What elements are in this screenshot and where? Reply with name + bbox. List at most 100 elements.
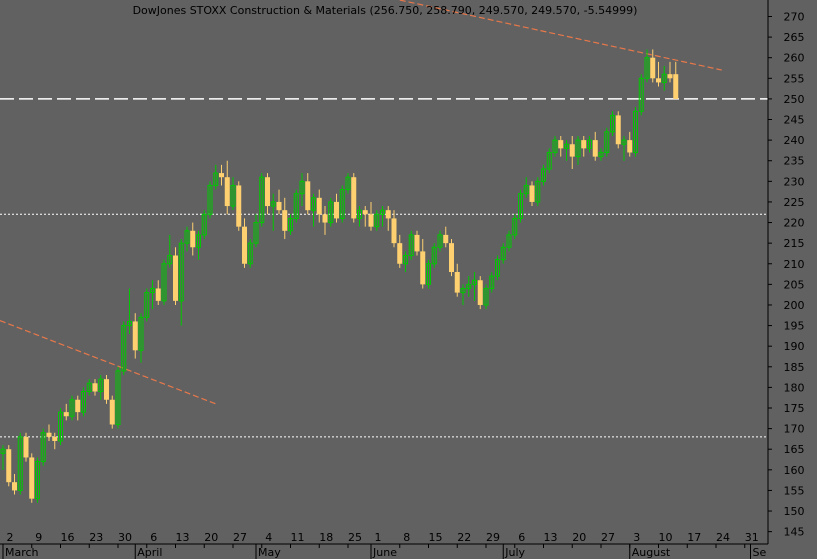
candle-body (201, 213, 207, 236)
candle-body (357, 209, 362, 219)
candle-body (454, 272, 460, 293)
candle-body (63, 412, 69, 417)
candle-69 (397, 234, 403, 268)
candle-25 (144, 288, 150, 322)
candle-body (259, 176, 265, 224)
candle-10 (58, 408, 63, 446)
candle-body (282, 210, 288, 231)
candle-body (86, 382, 92, 393)
candle-55 (316, 189, 322, 223)
x-tick-label: 11 (291, 531, 305, 544)
candle-body (569, 144, 575, 157)
candle-body (477, 280, 483, 305)
candle-7 (40, 428, 46, 466)
candle-body (615, 115, 621, 145)
y-tick-label: 165 (784, 443, 805, 456)
candle-33 (190, 222, 196, 256)
candle-body (265, 177, 270, 207)
candle-body (173, 255, 178, 301)
candle-77 (443, 226, 449, 248)
candle-body (58, 411, 63, 442)
x-tick-label: 29 (486, 531, 500, 544)
candle-9 (52, 432, 58, 450)
candle-104 (598, 148, 604, 161)
candle-79 (454, 263, 460, 297)
candle-2 (12, 473, 17, 495)
candle-12 (69, 395, 75, 421)
y-tick-label: 255 (784, 72, 805, 85)
y-tick-label: 200 (784, 299, 805, 312)
candle-105 (604, 127, 610, 157)
candle-63 (362, 206, 368, 227)
candle-body (403, 255, 408, 265)
candle-body (552, 139, 558, 153)
candle-body (598, 151, 604, 158)
candle-24 (138, 313, 144, 363)
candle-74 (426, 259, 431, 289)
y-tick-label: 175 (784, 402, 805, 415)
candle-body (322, 214, 328, 223)
candle-body (132, 321, 138, 351)
trendline-2 (399, 0, 722, 71)
candle-body (385, 210, 391, 219)
candle-3 (17, 432, 23, 495)
y-tick-label: 160 (784, 464, 805, 477)
candle-body (253, 222, 259, 244)
y-tick-label: 210 (784, 258, 805, 271)
candle-body (184, 230, 190, 244)
candle-body (408, 234, 414, 257)
candle-body (483, 287, 489, 306)
candle-body (224, 177, 230, 207)
candle-89 (512, 214, 518, 240)
candle-1 (6, 445, 12, 487)
candle-4 (23, 432, 29, 462)
candle-body (196, 234, 201, 248)
candle-52 (299, 173, 305, 207)
y-tick-label: 215 (784, 237, 805, 250)
candle-body (150, 287, 155, 294)
x-tick-label: 30 (118, 531, 132, 544)
candle-body (316, 197, 322, 215)
x-tick-label: 17 (687, 531, 701, 544)
candle-28 (161, 259, 167, 305)
candle-body (52, 436, 58, 441)
candle-109 (627, 131, 633, 157)
candle-62 (357, 206, 362, 227)
candle-45 (259, 173, 265, 227)
x-tick-label: 2 (7, 531, 14, 544)
candle-body (374, 213, 380, 228)
candle-body (397, 243, 403, 264)
candle-body (98, 378, 104, 393)
candle-body (541, 168, 546, 182)
candle-94 (541, 164, 546, 186)
x-tick-label: 8 (403, 531, 410, 544)
candle-5 (29, 453, 35, 503)
candle-92 (529, 181, 535, 207)
x-tick-label: 22 (457, 531, 471, 544)
candle-34 (196, 230, 201, 260)
candle-19 (109, 395, 115, 429)
candle-47 (270, 193, 276, 231)
candle-body (667, 74, 673, 79)
candle-body (81, 391, 86, 413)
trendlines (0, 0, 722, 405)
candle-91 (523, 177, 529, 198)
x-month-label: August (632, 546, 671, 559)
candle-41 (236, 181, 242, 231)
candle-body (339, 189, 345, 219)
candle-body (575, 139, 581, 158)
y-tick-label: 260 (784, 52, 805, 65)
candle-body (380, 209, 385, 215)
y-tick-label: 150 (784, 505, 805, 518)
candle-51 (293, 189, 299, 223)
candle-body (213, 172, 219, 186)
candle-body (161, 263, 167, 302)
candle-107 (615, 111, 621, 149)
candle-48 (276, 189, 282, 215)
candle-body (345, 176, 351, 191)
candle-31 (178, 239, 184, 326)
candle-body (443, 234, 449, 244)
y-tick-label: 205 (784, 278, 805, 291)
y-axis: 145 150 155 160 165 170 175 180 185 190 195 200 205 2… (768, 10, 805, 539)
